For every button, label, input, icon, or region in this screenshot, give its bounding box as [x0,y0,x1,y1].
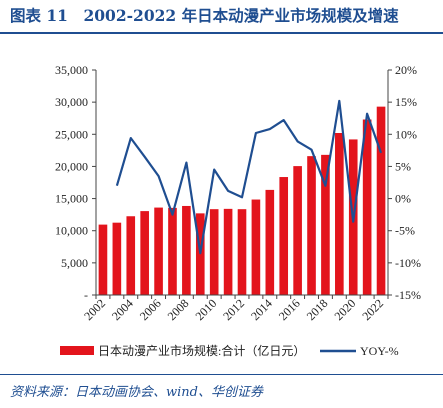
footer-divider [0,374,443,375]
x-tick-label: 2010 [192,296,219,323]
chart-area: - 5,000 10,000 15,000 20,000 25,000 30,000 35,0… [0,40,443,370]
legend-bar-swatch [60,346,94,355]
left-tick-label: 25,000 [55,127,88,141]
legend: 日本动漫产业市场规模:合计（亿日元） YOY-% [60,343,399,358]
right-tick-label: 0% [395,192,411,206]
left-tick-label: 5,000 [61,256,88,270]
x-tick-label: 2014 [248,296,275,323]
right-tick-label: -15% [395,288,421,302]
bar-2011 [223,208,233,295]
left-tick-label: 15,000 [55,192,88,206]
legend-bar-label: 日本动漫产业市场规模:合计（亿日元） [98,343,305,358]
bar-2021 [362,119,372,295]
bar-2016 [293,166,302,295]
bar-2002 [98,224,108,295]
bar-2013 [251,199,261,295]
bar-2015 [279,177,289,295]
right-tick-label: 20% [395,63,417,77]
bar-2007 [168,207,177,295]
right-tick-label: 15% [395,95,417,109]
bar-2005 [140,211,149,295]
bar-2019 [335,133,344,295]
left-tick-label: 35,000 [55,63,88,77]
left-tick-label: 20,000 [55,159,88,173]
legend-line-label: YOY-% [360,344,399,358]
right-tick-label: -10% [395,256,421,270]
combo-chart: - 5,000 10,000 15,000 20,000 25,000 30,000 35,0… [55,63,421,358]
x-tick-label: 2016 [276,296,303,323]
chart-title: 图表 11 2002-2022 年日本动漫产业市场规模及增速 [10,6,399,25]
right-tick-label: 10% [395,127,417,141]
x-tick-label: 2006 [137,296,164,323]
x-tick-label: 2004 [109,296,136,323]
bar-2012 [237,209,247,295]
bar-2006 [154,207,163,295]
line-series [115,99,383,255]
yoy-line [115,99,383,255]
left-tick-label: 10,000 [55,224,88,238]
bar-2014 [265,189,275,295]
bar-2017 [307,156,316,295]
x-tick-label: 2022 [359,296,386,323]
bar-2022 [376,106,386,296]
right-tick-label: -5% [395,224,415,238]
x-tick-label: 2018 [304,296,331,323]
x-tick-label: 2008 [165,296,192,323]
left-tick-label: 30,000 [55,95,88,109]
bar-2003 [112,222,122,295]
right-tick-label: 5% [395,159,411,173]
bar-2008 [182,205,191,295]
left-tick-label: - [84,288,88,302]
x-tick-label: 2012 [220,296,247,323]
source-note: 资料来源：日本动画协会、wind、华创证券 [10,385,263,400]
title-divider [0,32,443,34]
bar-2018 [321,154,330,295]
bar-2010 [209,209,219,295]
bar-2004 [126,216,136,295]
x-tick-label: 2020 [331,296,358,323]
